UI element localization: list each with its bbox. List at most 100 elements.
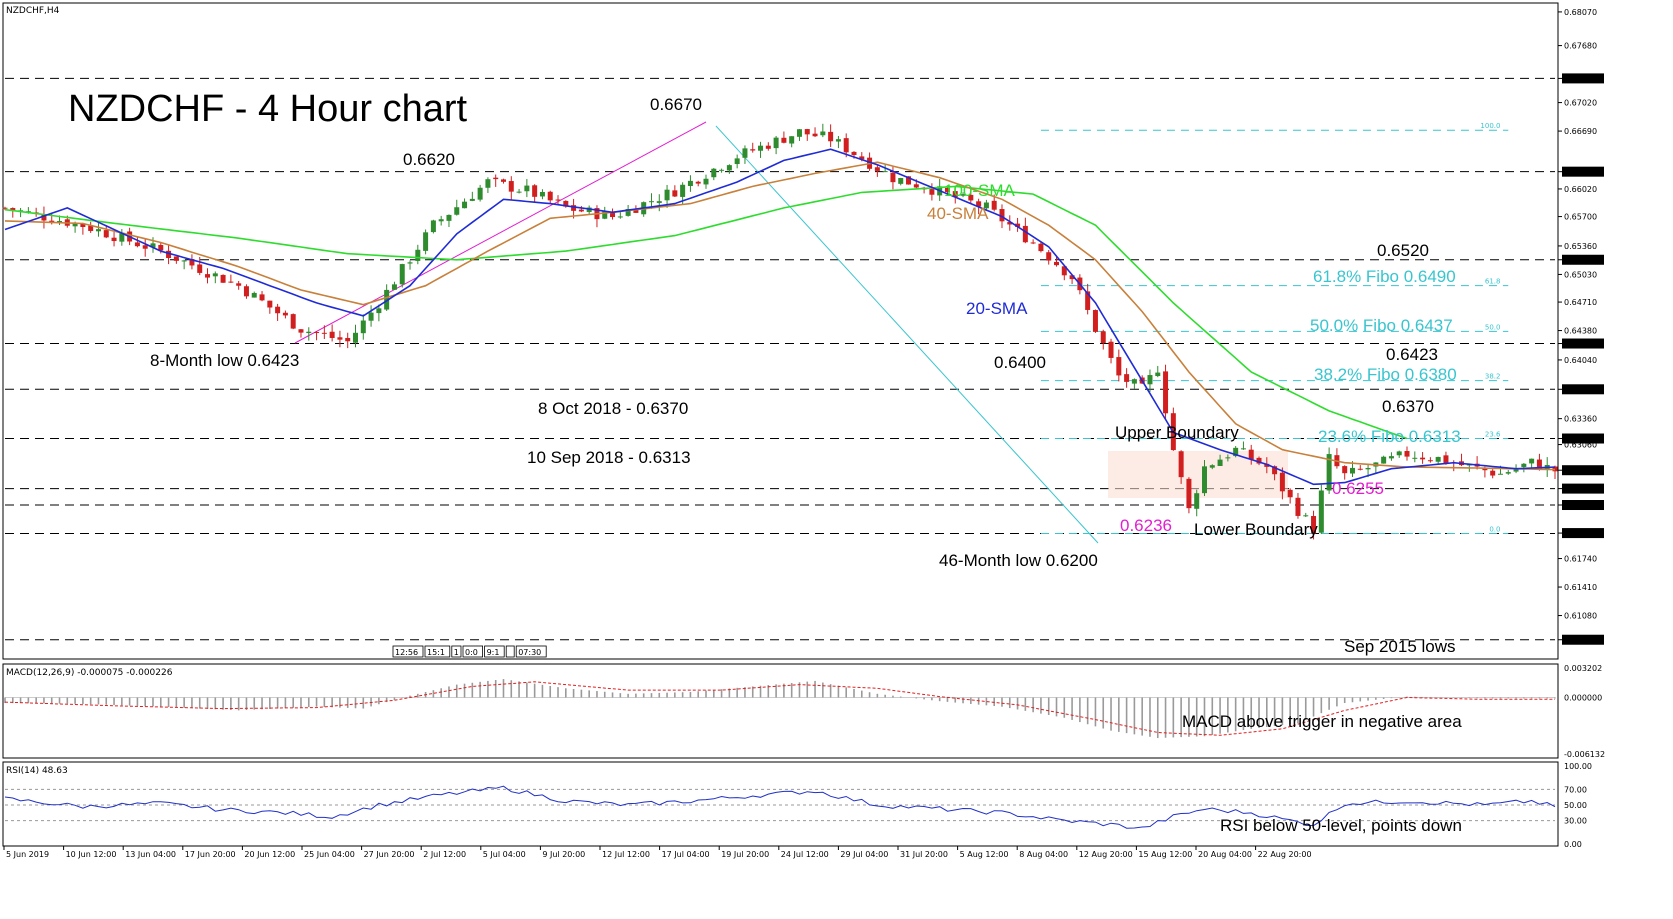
- candle-body: [1069, 275, 1075, 280]
- candle-body: [1124, 374, 1130, 382]
- downtrend-line: [715, 125, 1099, 544]
- symbol-label: NZDCHF,H4: [6, 6, 60, 16]
- ann-fibo-500: 50.0% Fibo 0.6437: [1310, 316, 1453, 335]
- time-box-cell: [451, 645, 462, 658]
- candle-body: [329, 331, 335, 338]
- candle-body: [1521, 463, 1527, 468]
- candle-body: [524, 185, 530, 192]
- candle-body: [1435, 456, 1441, 462]
- time-tick-label: 31 Jul 20:00: [900, 850, 948, 859]
- price-tick-label: 0.67300: [1564, 74, 1597, 83]
- candle-body: [1046, 252, 1052, 261]
- time-box-cell: [505, 645, 515, 658]
- time-axis: 5 Jun 2019 10 Jun 12:00 13 Jun 04:00 17 Jun…: [3, 846, 1312, 859]
- candle-body: [103, 230, 109, 238]
- price-tick-label: 0.66690: [1564, 127, 1597, 136]
- candle-body: [539, 191, 545, 197]
- candle-body: [158, 245, 164, 251]
- candle-body: [968, 194, 974, 201]
- time-tick-label: 29 Jul 04:00: [840, 850, 888, 859]
- candle-body: [532, 185, 538, 197]
- candle-body: [851, 151, 857, 155]
- time-box-label: 9:1: [487, 648, 500, 657]
- candle-body: [687, 180, 693, 187]
- candle-body: [1030, 242, 1036, 244]
- candle-body: [80, 223, 86, 228]
- candle-body: [812, 133, 818, 137]
- candle-body: [1186, 478, 1192, 509]
- candle-body: [913, 184, 919, 188]
- fibo-tag: 50.0: [1485, 323, 1501, 331]
- candle-body: [734, 158, 740, 165]
- candle-body: [929, 189, 935, 195]
- price-tick-highlight: [1562, 465, 1604, 476]
- sma20-line: [4, 148, 1556, 486]
- candle-body: [1022, 225, 1028, 243]
- candle-body: [1404, 451, 1410, 457]
- candle-body: [680, 184, 686, 197]
- candle-body: [345, 337, 351, 342]
- candle-body: [321, 332, 327, 334]
- candle-body: [150, 243, 156, 248]
- time-box-cell: [515, 645, 547, 658]
- sma40-line: [4, 161, 1556, 471]
- candle-body: [944, 187, 950, 192]
- candle-body: [166, 250, 172, 259]
- ann-fibo-382: 38.2% Fibo 0.6380: [1314, 365, 1457, 384]
- candle-body: [789, 136, 795, 144]
- candle-body: [298, 329, 304, 333]
- rsi-tick-label: 30.00: [1564, 817, 1587, 826]
- candle-body: [290, 314, 296, 329]
- macd-tick-label: 0.000000: [1564, 694, 1602, 703]
- time-tick-label: 25 Jun 04:00: [304, 850, 355, 859]
- candle-body: [111, 237, 117, 242]
- time-box-cell: [484, 645, 505, 658]
- time-tick-label: 19 Jul 20:00: [721, 850, 769, 859]
- candle-body: [275, 306, 281, 314]
- ann-0255: 0.6255: [1332, 479, 1384, 498]
- candle-body: [500, 179, 506, 182]
- fibo-tag: 23.6: [1485, 431, 1501, 439]
- candle-body: [1443, 455, 1449, 464]
- time-tick-label: 2 Jul 12:00: [423, 850, 466, 859]
- ann-0236: 0.6236: [1120, 516, 1172, 535]
- ann-peak: 0.6670: [650, 95, 702, 114]
- time-tick-label: 5 Aug 12:00: [960, 850, 1009, 859]
- sma100-line: [4, 185, 1408, 440]
- candle-body: [220, 274, 226, 283]
- candle-body: [1490, 470, 1496, 476]
- ann-sma40: 40-SMA: [927, 204, 989, 223]
- candle-body: [898, 178, 904, 184]
- candle-body: [1295, 497, 1301, 516]
- candle-body: [1155, 372, 1161, 377]
- candle-body: [571, 205, 577, 211]
- candle-body: [259, 294, 265, 301]
- time-box-cell: [392, 645, 424, 658]
- candle-body: [952, 191, 958, 198]
- candle-body: [796, 129, 802, 137]
- candle-body: [750, 149, 756, 151]
- candle-body: [205, 274, 211, 278]
- ann-rsi-note: RSI below 50-level, points down: [1220, 816, 1462, 835]
- candle-body: [1311, 516, 1317, 534]
- price-tick-label: 0.64230: [1564, 340, 1597, 349]
- candle-body: [508, 181, 514, 192]
- candle-body: [804, 129, 810, 135]
- fibo-tag: 38.2: [1485, 373, 1501, 381]
- rsi-indicator: [4, 785, 1556, 829]
- candle-body: [1100, 331, 1106, 344]
- rsi-tick-label: 100.00: [1564, 762, 1592, 771]
- time-tick-label: 15 Aug 12:00: [1138, 850, 1192, 859]
- candle-body: [983, 202, 989, 209]
- time-box-label: 0:0: [465, 648, 478, 657]
- ann-low-46m: 46-Month low 0.6200: [939, 551, 1098, 570]
- candle-body: [212, 273, 218, 277]
- candle-body: [1349, 467, 1355, 474]
- candle-body: [469, 198, 475, 201]
- candle-body: [1240, 448, 1246, 450]
- candle-body: [765, 145, 771, 149]
- price-tick-label: 0.60800: [1564, 636, 1597, 645]
- candle-body: [1420, 457, 1426, 460]
- ann-fibo-236: 23.6% Fibo 0.6313: [1318, 427, 1461, 446]
- ann-lower-boundary: Lower Boundary: [1194, 520, 1318, 539]
